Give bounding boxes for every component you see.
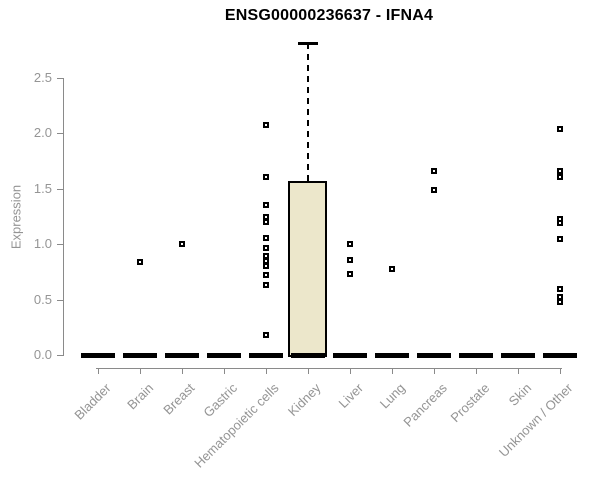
median-bar bbox=[417, 353, 451, 358]
x-tick bbox=[98, 368, 99, 374]
x-tick bbox=[182, 368, 183, 374]
data-point bbox=[431, 187, 437, 193]
data-point bbox=[431, 168, 437, 174]
data-point bbox=[137, 259, 143, 265]
whisker-line bbox=[307, 43, 309, 181]
y-tick bbox=[57, 244, 63, 245]
x-tick bbox=[266, 368, 267, 374]
x-tick-label: Gastric bbox=[200, 380, 240, 421]
x-tick-label: Hematopoietic cells bbox=[191, 380, 282, 471]
data-point bbox=[347, 257, 353, 263]
data-point bbox=[263, 272, 269, 278]
data-point bbox=[347, 271, 353, 277]
y-tick bbox=[57, 78, 63, 79]
data-point bbox=[557, 220, 563, 226]
data-point bbox=[557, 236, 563, 242]
x-tick-label: Skin bbox=[505, 380, 534, 409]
data-point bbox=[263, 122, 269, 128]
data-point bbox=[179, 241, 185, 247]
x-tick-label: Liver bbox=[335, 380, 366, 411]
y-tick bbox=[57, 355, 63, 356]
box bbox=[288, 181, 327, 357]
y-tick-label: 0.5 bbox=[33, 292, 52, 307]
x-tick bbox=[350, 368, 351, 374]
x-tick-label: Unknown / Other bbox=[496, 380, 576, 460]
median-bar bbox=[123, 353, 157, 358]
x-tick bbox=[308, 368, 309, 374]
y-tick bbox=[57, 133, 63, 134]
median-bar bbox=[249, 353, 283, 358]
data-point bbox=[263, 174, 269, 180]
x-tick bbox=[560, 368, 561, 374]
median-bar bbox=[501, 353, 535, 358]
x-tick bbox=[140, 368, 141, 374]
data-point bbox=[347, 241, 353, 247]
x-tick bbox=[434, 368, 435, 374]
median-bar bbox=[165, 353, 199, 358]
chart-title: ENSG00000236637 - IFNA4 bbox=[224, 7, 434, 24]
x-tick bbox=[224, 368, 225, 374]
median-bar bbox=[375, 353, 409, 358]
median-bar bbox=[543, 353, 577, 358]
data-point bbox=[557, 126, 563, 132]
data-point bbox=[263, 263, 269, 269]
x-tick-label: Brain bbox=[123, 380, 156, 413]
x-tick-label: Kidney bbox=[285, 380, 324, 420]
y-tick-label: 1.5 bbox=[33, 181, 52, 196]
median-bar bbox=[333, 353, 367, 358]
median-bar bbox=[207, 353, 241, 358]
data-point bbox=[557, 286, 563, 292]
whisker-cap bbox=[298, 42, 318, 45]
data-point bbox=[557, 299, 563, 305]
data-point bbox=[389, 266, 395, 272]
x-tick bbox=[392, 368, 393, 374]
x-tick-label: Pancreas bbox=[400, 380, 450, 430]
x-tick bbox=[476, 368, 477, 374]
y-tick-label: 1.0 bbox=[33, 236, 52, 251]
y-tick bbox=[57, 300, 63, 301]
median-bar bbox=[81, 353, 115, 358]
data-point bbox=[557, 168, 563, 174]
x-tick-label: Lung bbox=[376, 380, 408, 412]
y-tick-label: 2.5 bbox=[33, 70, 52, 85]
data-point bbox=[263, 332, 269, 338]
data-point bbox=[263, 219, 269, 225]
y-tick-label: 0.0 bbox=[33, 347, 52, 362]
x-tick-label: Prostate bbox=[447, 380, 492, 426]
median-bar bbox=[459, 353, 493, 358]
data-point bbox=[557, 174, 563, 180]
data-point bbox=[263, 245, 269, 251]
data-point bbox=[263, 235, 269, 241]
x-axis-line bbox=[96, 368, 562, 369]
y-axis-line bbox=[63, 78, 64, 356]
data-point bbox=[263, 202, 269, 208]
x-tick-label: Bladder bbox=[71, 380, 114, 423]
median-bar bbox=[291, 353, 325, 358]
data-point bbox=[263, 282, 269, 288]
y-tick-label: 2.0 bbox=[33, 125, 52, 140]
x-tick bbox=[518, 368, 519, 374]
y-tick bbox=[57, 189, 63, 190]
x-tick-label: Breast bbox=[160, 380, 198, 418]
